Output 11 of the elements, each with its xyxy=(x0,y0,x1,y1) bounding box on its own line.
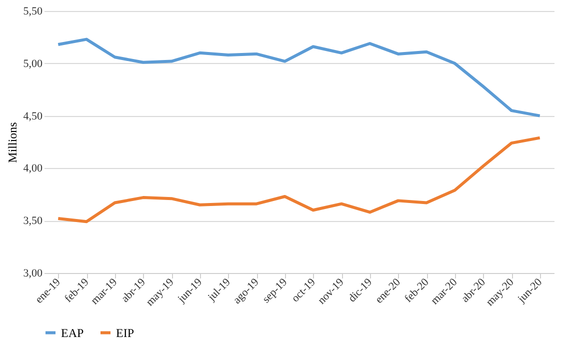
legend-label: EAP xyxy=(61,326,84,340)
y-tick-label: 5,50 xyxy=(23,6,43,18)
y-tick-label: 4,50 xyxy=(23,110,43,122)
y-axis-title: Millions xyxy=(5,122,20,163)
legend-label: EIP xyxy=(116,326,134,340)
line-series xyxy=(56,38,542,118)
y-tick-label: 3,00 xyxy=(23,268,43,280)
y-tick-label: 5,00 xyxy=(23,58,43,70)
y-tick-label: 4,00 xyxy=(23,162,43,175)
line-series xyxy=(56,136,542,224)
y-tick-label: 3,50 xyxy=(23,215,43,228)
